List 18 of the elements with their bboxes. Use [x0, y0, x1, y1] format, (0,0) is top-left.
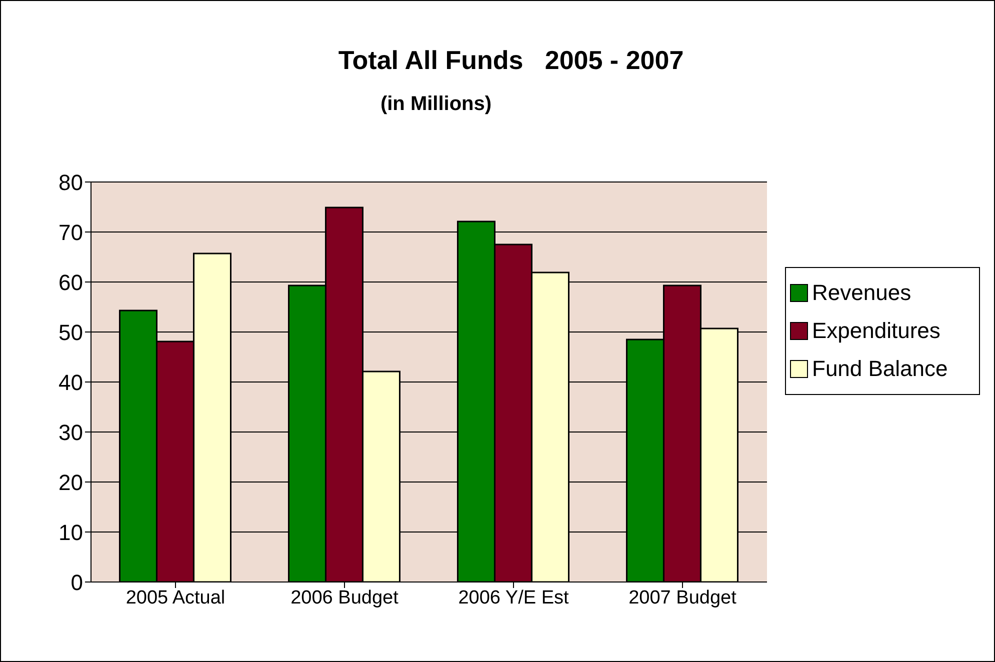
y-tick-label: 80: [58, 170, 83, 195]
x-tick-label: 2006 Budget: [290, 587, 400, 608]
y-tick-label: 40: [58, 370, 83, 395]
y-tick-label: 50: [58, 320, 83, 345]
legend-label: Expenditures: [812, 318, 940, 344]
y-tick-label: 30: [58, 420, 83, 445]
legend-label: Revenues: [812, 280, 912, 306]
y-tick-label: 60: [58, 270, 83, 295]
x-tick-label: 2005 Actual: [126, 587, 226, 608]
x-tick-label: 2006 Y/E Est: [458, 587, 570, 608]
legend-label: Fund Balance: [812, 356, 948, 382]
chart-subtitle: (in Millions): [379, 93, 493, 116]
y-tick-label: 20: [58, 470, 83, 495]
x-tick-label: 2007 Budget: [628, 587, 738, 608]
y-tick-label: 70: [58, 220, 83, 245]
chart-title: Total All Funds 2005 - 2007: [337, 45, 685, 76]
y-tick-label: 0: [70, 570, 83, 595]
y-tick-label: 10: [58, 520, 83, 545]
